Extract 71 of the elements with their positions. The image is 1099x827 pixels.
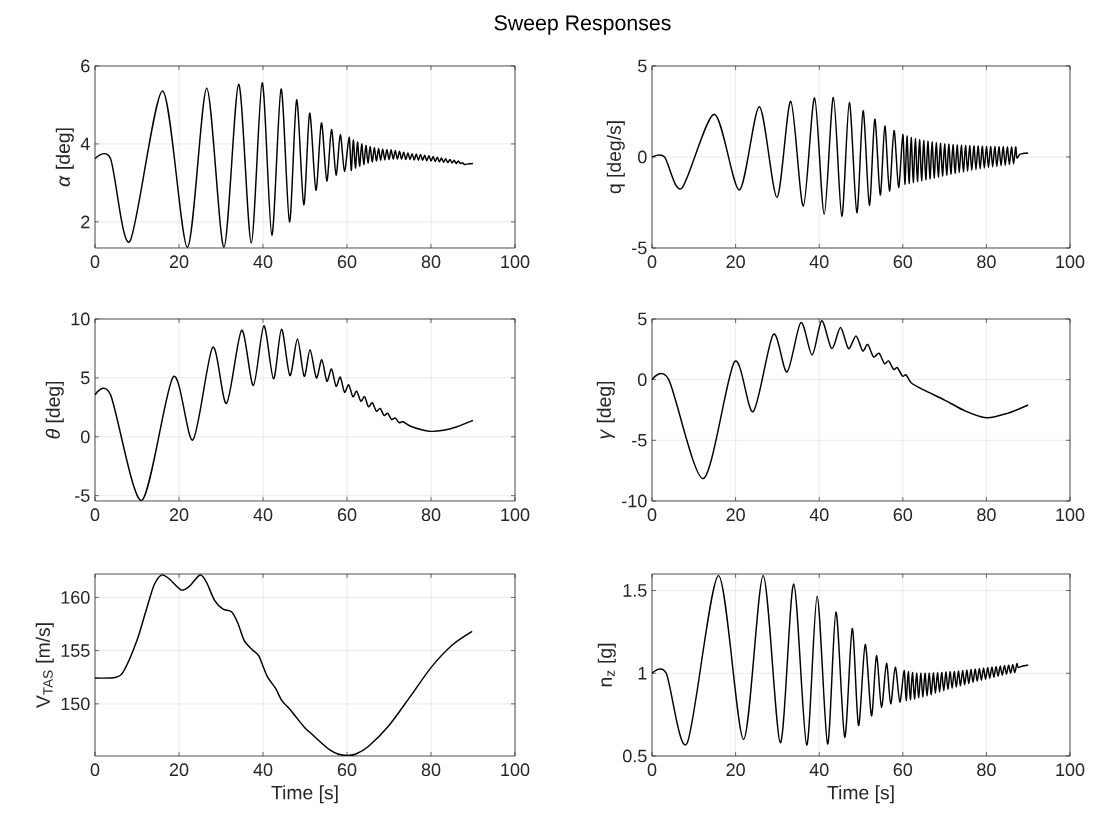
- y-tick-label: 0: [638, 150, 647, 164]
- y-axis-title: θ [deg]: [45, 381, 64, 439]
- x-tick-label: 100: [501, 763, 530, 777]
- x-tick-label: 40: [253, 508, 273, 522]
- x-tick-label: 20: [169, 763, 189, 777]
- x-tick-label: 60: [893, 508, 913, 522]
- x-tick-label: 20: [726, 255, 745, 269]
- y-tick-label: 1.5: [623, 584, 647, 597]
- y-tick-label: -5: [632, 434, 647, 447]
- x-tick-label: 80: [421, 763, 441, 777]
- line-series: [652, 574, 1029, 746]
- x-tick-label: 0: [90, 763, 100, 777]
- y-tick-label: 2: [81, 215, 90, 229]
- y-tick-label: 0.5: [622, 749, 647, 763]
- x-tick-label: 40: [809, 508, 829, 522]
- line-series: [652, 320, 1029, 480]
- x-tick-label: 40: [253, 255, 273, 269]
- x-tick-label: 40: [253, 763, 273, 777]
- x-tick-label: 20: [169, 255, 189, 269]
- x-tick-label: 0: [647, 508, 657, 522]
- y-tick-label: 1: [638, 667, 647, 680]
- y-tick-label: 0: [638, 373, 647, 387]
- y-tick-label: 10: [71, 312, 90, 326]
- x-tick-label: 20: [726, 508, 745, 522]
- y-axis-title: n$_{z}$ [g]: [597, 643, 616, 687]
- x-tick-label: 100: [1056, 255, 1085, 269]
- y-tick-label: -10: [622, 494, 647, 508]
- y-tick-label: 0: [81, 430, 90, 444]
- x-tick-label: 0: [647, 255, 657, 269]
- x-axis-title: Time [s]: [827, 785, 894, 804]
- x-tick-label: 60: [337, 255, 357, 269]
- x-tick-label: 80: [977, 508, 996, 522]
- x-tick-label: 80: [421, 508, 441, 522]
- x-tick-label: 100: [501, 508, 530, 522]
- y-tick-label: 5: [638, 312, 647, 326]
- y-axis-title: q [deg/s]: [606, 121, 625, 194]
- y-axis-title: V$_{TAS}$ [m/s]: [35, 623, 54, 708]
- text: Sweep Responses: [494, 15, 671, 35]
- x-tick-label: 100: [1056, 763, 1085, 777]
- y-tick-label: 155: [61, 644, 90, 657]
- y-tick-label: 150: [61, 697, 90, 711]
- x-tick-label: 60: [893, 763, 913, 777]
- y-tick-label: -5: [75, 489, 90, 502]
- y-axis-title: γ [deg]: [596, 381, 615, 439]
- line-series: [95, 325, 474, 501]
- x-tick-label: 0: [647, 763, 657, 777]
- x-tick-label: 40: [809, 763, 829, 777]
- x-tick-label: 80: [977, 255, 996, 269]
- x-tick-label: 0: [90, 508, 100, 522]
- line-series: [95, 574, 473, 756]
- y-tick-label: 6: [81, 59, 90, 73]
- x-axis-title: Time [s]: [271, 785, 338, 804]
- y-axis-title: α [deg]: [55, 128, 74, 187]
- y-tick-label: 5: [638, 59, 647, 73]
- line-series: [652, 96, 1029, 218]
- x-tick-label: 100: [501, 255, 530, 269]
- y-tick-label: -5: [632, 241, 647, 255]
- x-tick-label: 80: [421, 255, 441, 269]
- x-tick-label: 80: [977, 763, 996, 777]
- x-tick-label: 60: [893, 255, 913, 269]
- x-tick-label: 0: [90, 255, 100, 269]
- x-tick-label: 60: [337, 763, 357, 777]
- x-tick-label: 40: [809, 255, 829, 269]
- x-tick-label: 100: [1056, 508, 1085, 522]
- x-tick-label: 20: [169, 508, 189, 522]
- y-tick-label: 5: [81, 371, 90, 385]
- x-tick-label: 60: [337, 508, 357, 522]
- line-series: [95, 82, 474, 248]
- y-tick-label: 160: [61, 591, 90, 604]
- y-tick-label: 4: [80, 137, 90, 151]
- x-tick-label: 20: [726, 763, 745, 777]
